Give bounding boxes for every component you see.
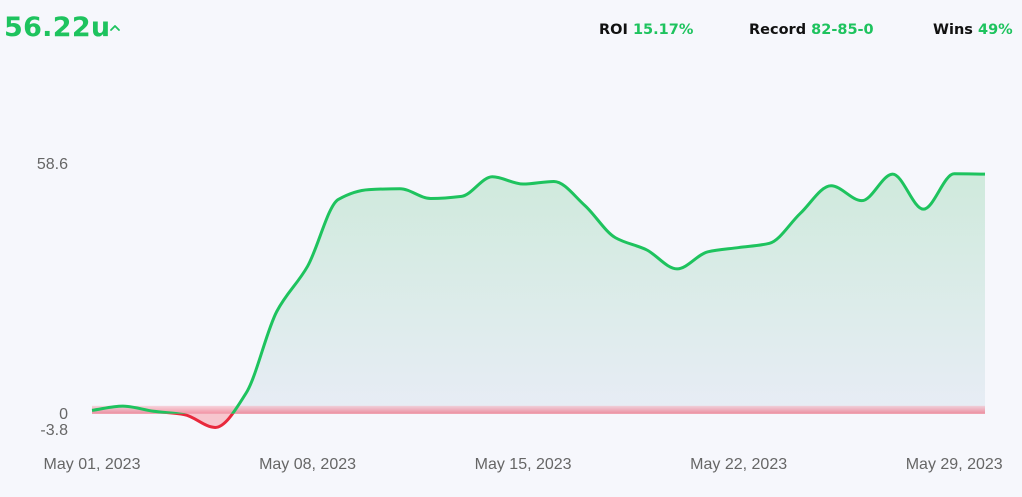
- data-point[interactable]: [766, 240, 772, 246]
- data-point[interactable]: [551, 178, 557, 184]
- data-point[interactable]: [920, 206, 926, 212]
- y-tick-label: 0: [59, 406, 68, 423]
- data-point[interactable]: [797, 210, 803, 216]
- x-tick-label: May 29, 2023: [906, 456, 1003, 473]
- stat-roi-label: ROI: [599, 22, 628, 38]
- data-point[interactable]: [151, 408, 157, 414]
- zero-band: [92, 405, 985, 414]
- data-point[interactable]: [366, 187, 372, 193]
- y-tick-label: -3.8: [40, 422, 68, 439]
- x-tick-label: May 01, 2023: [44, 456, 141, 473]
- stat-wins-label: Wins: [933, 22, 973, 38]
- caret-up-icon[interactable]: [109, 22, 121, 34]
- positive-area: [92, 173, 985, 414]
- data-point[interactable]: [305, 263, 311, 269]
- data-point[interactable]: [243, 390, 249, 396]
- x-tick-label: May 08, 2023: [259, 456, 356, 473]
- stat-record-value: 82-85-0: [811, 22, 874, 38]
- stat-record-label: Record: [749, 22, 807, 38]
- data-point[interactable]: [120, 403, 126, 409]
- data-point[interactable]: [705, 249, 711, 255]
- stat-wins-value: 49%: [977, 22, 1013, 38]
- data-point[interactable]: [674, 266, 680, 272]
- data-point[interactable]: [335, 196, 341, 202]
- stats-header: 56.22u ROI 15.17% Record 82-85-0 Wins 49…: [0, 0, 1022, 60]
- total-units: 56.22u: [4, 12, 111, 43]
- y-axis-ticks: 58.6 0-3.8: [37, 156, 68, 439]
- data-point[interactable]: [612, 235, 618, 241]
- data-point[interactable]: [520, 181, 526, 187]
- data-point[interactable]: [951, 171, 957, 177]
- data-point[interactable]: [982, 171, 988, 177]
- data-point[interactable]: [489, 174, 495, 180]
- data-point[interactable]: [582, 202, 588, 208]
- stat-wins: Wins 49%: [933, 22, 1013, 38]
- stat-roi: ROI 15.17%: [599, 22, 693, 38]
- data-point[interactable]: [428, 196, 434, 202]
- stat-record: Record 82-85-0: [749, 22, 874, 38]
- data-point[interactable]: [89, 407, 95, 413]
- x-axis-ticks: May 01, 2023 May 08, 2023 May 15, 2023 May …: [44, 456, 1003, 473]
- data-point[interactable]: [212, 424, 218, 430]
- data-point[interactable]: [274, 308, 280, 314]
- data-point[interactable]: [859, 198, 865, 204]
- data-point[interactable]: [397, 186, 403, 192]
- profit-line-positive: [91, 172, 986, 414]
- data-point[interactable]: [828, 183, 834, 189]
- data-point[interactable]: [736, 245, 742, 251]
- data-point[interactable]: [181, 412, 187, 418]
- chart-areas: [92, 173, 985, 428]
- x-tick-label: May 15, 2023: [475, 456, 572, 473]
- data-point[interactable]: [459, 193, 465, 199]
- y-tick-label: 58.6: [37, 156, 68, 173]
- chart-lines: [89, 171, 988, 430]
- data-point[interactable]: [890, 171, 896, 177]
- stat-roi-value: 15.17%: [632, 22, 694, 38]
- data-point[interactable]: [643, 247, 649, 253]
- x-tick-label: May 22, 2023: [690, 456, 787, 473]
